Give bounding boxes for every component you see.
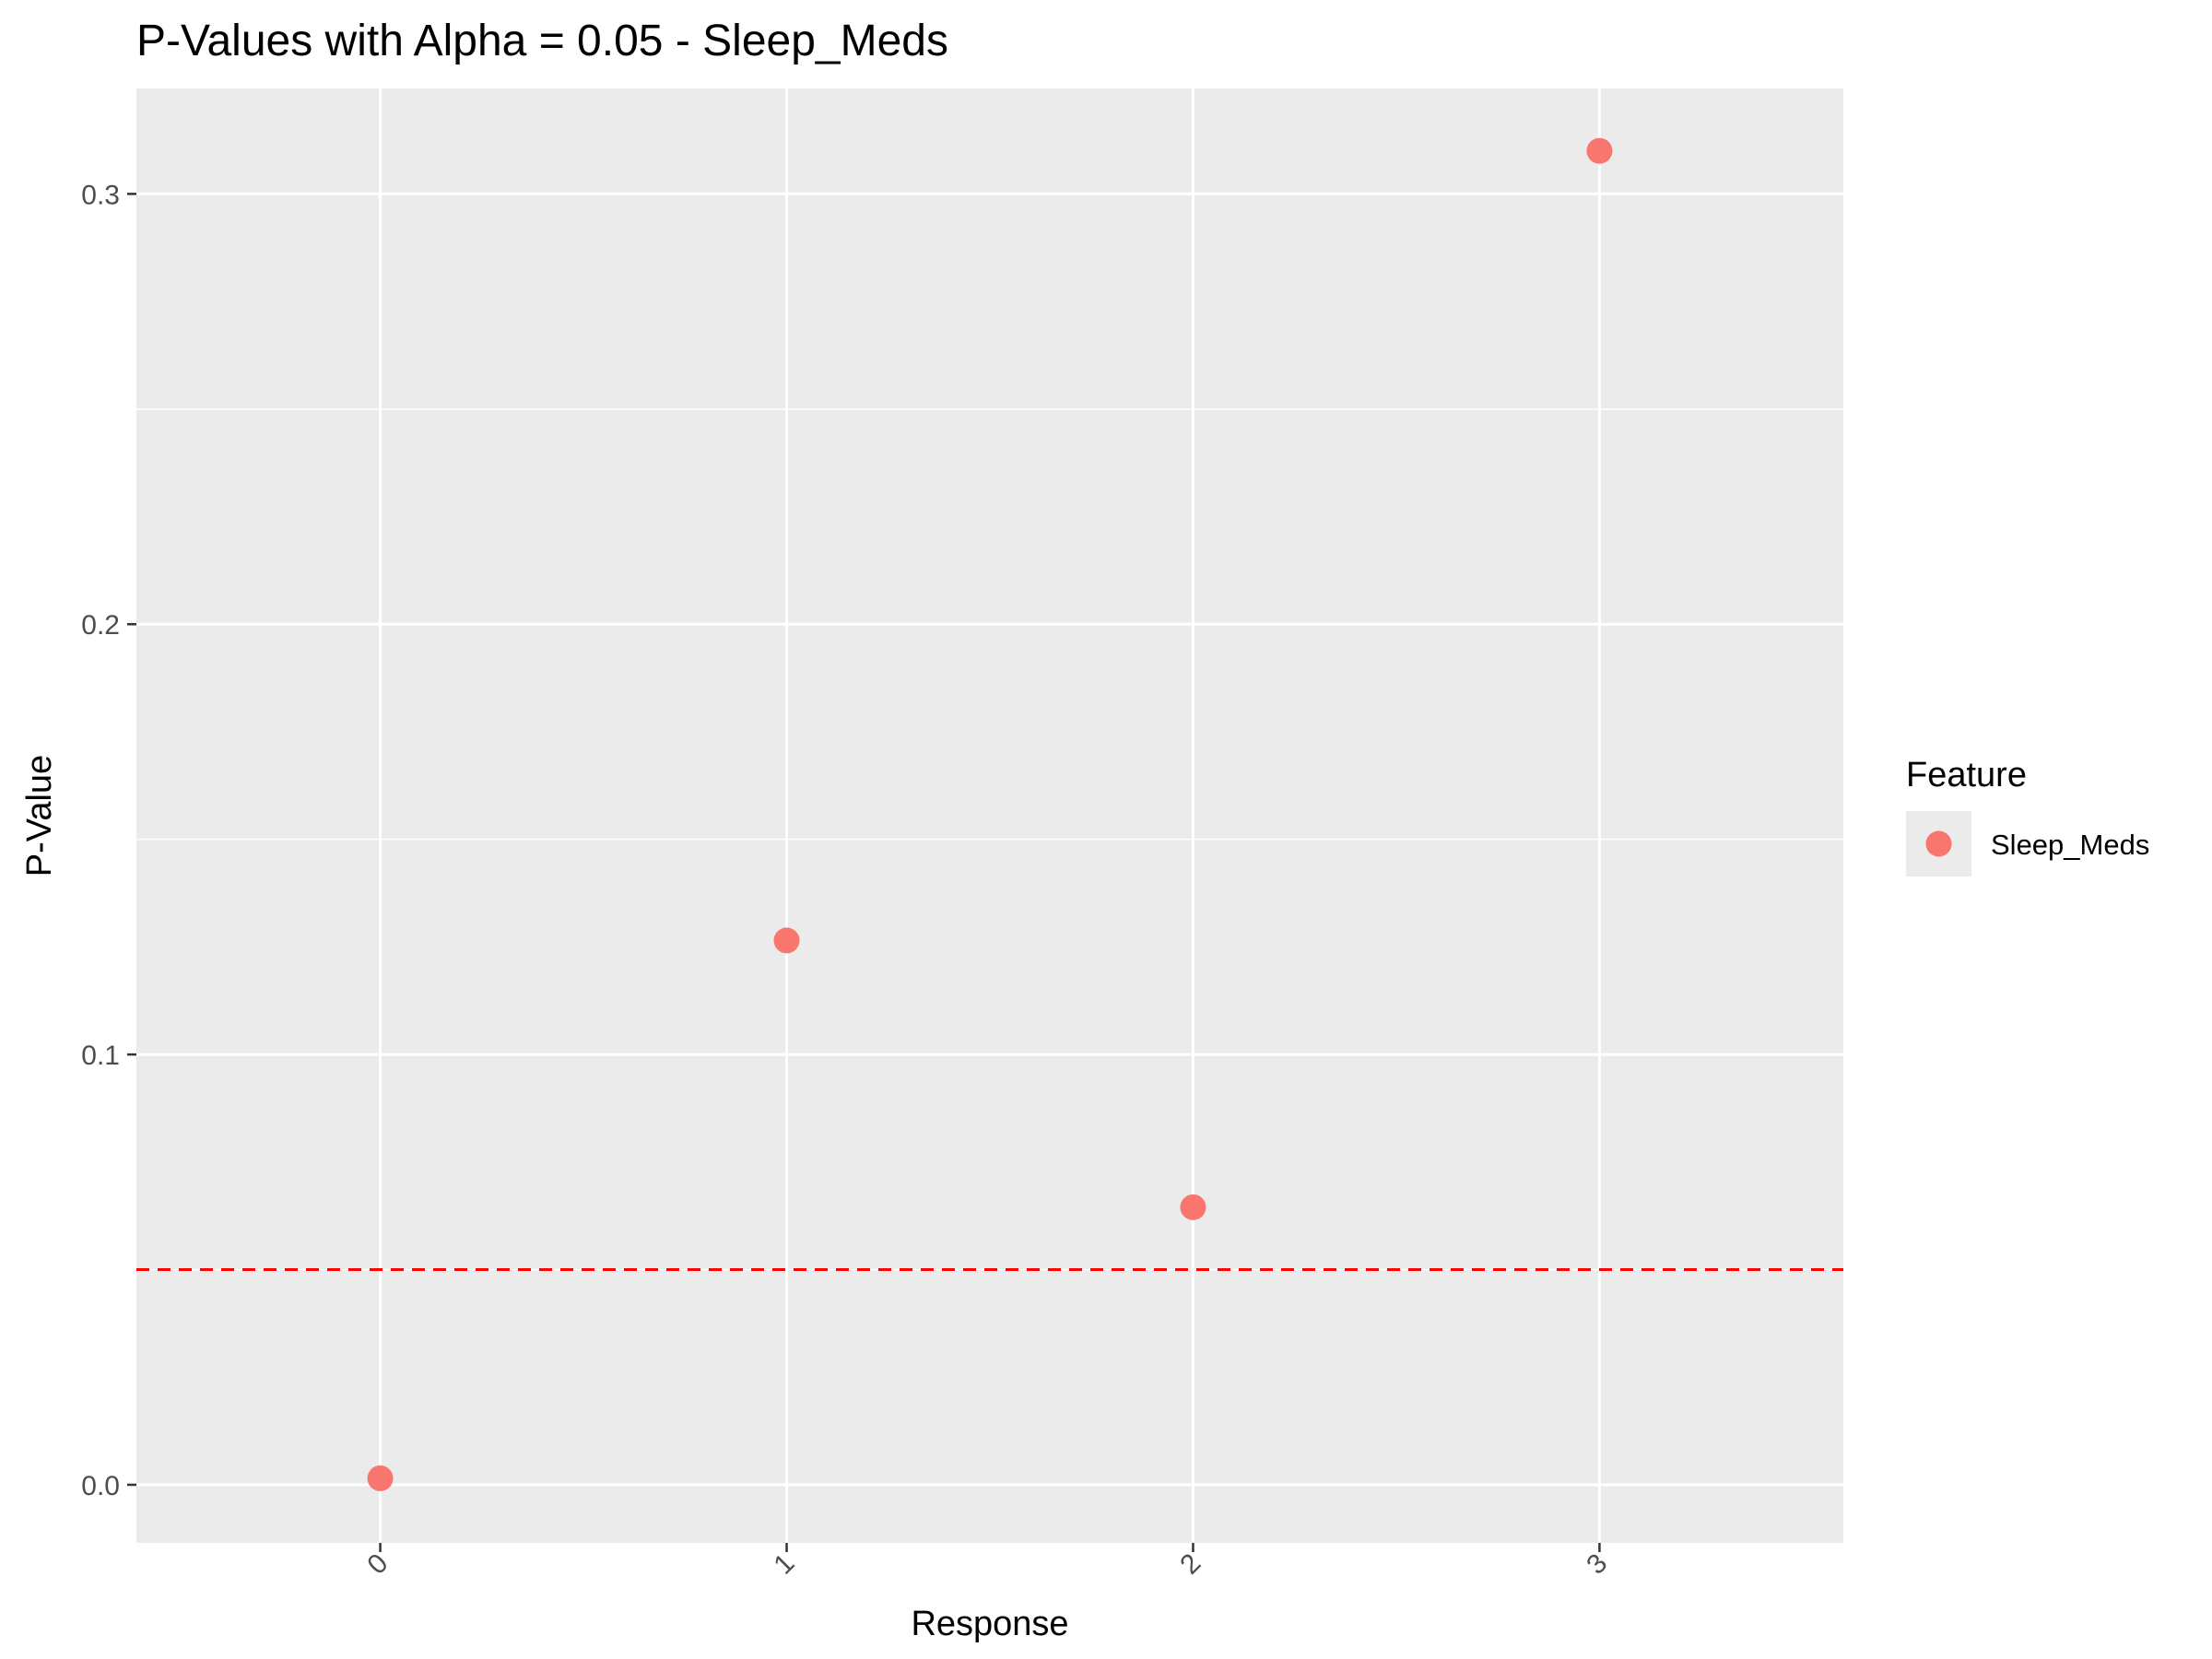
x-tick-label: 2 <box>1174 1548 1206 1581</box>
data-point <box>1586 137 1613 164</box>
plot-panel <box>136 88 1843 1543</box>
x-tick-label: 0 <box>361 1548 394 1581</box>
legend-label: Sleep_Meds <box>1991 829 2149 861</box>
data-points <box>367 137 1613 1491</box>
y-tick-label: 0.0 <box>81 1471 120 1501</box>
x-tick-label: 1 <box>768 1548 800 1581</box>
data-point <box>773 927 800 954</box>
data-point <box>367 1465 394 1491</box>
legend-key-point <box>1925 830 1952 857</box>
legend: Feature Sleep_Meds <box>1906 756 2149 877</box>
x-axis-title: Response <box>911 1605 1068 1643</box>
y-axis: 0.0 0.1 0.2 0.3 <box>81 180 136 1501</box>
y-tick-label: 0.2 <box>81 610 120 641</box>
y-tick-label: 0.1 <box>81 1041 120 1071</box>
legend-title: Feature <box>1906 756 2027 794</box>
major-grid <box>136 88 1843 1543</box>
chart-title: P-Values with Alpha = 0.05 - Sleep_Meds <box>136 17 948 65</box>
y-axis-title: P-Value <box>20 755 59 877</box>
x-tick-label: 3 <box>1581 1548 1613 1581</box>
data-point <box>1180 1194 1206 1220</box>
y-tick-label: 0.3 <box>81 180 120 210</box>
x-axis: 0 1 2 3 <box>361 1543 1613 1581</box>
